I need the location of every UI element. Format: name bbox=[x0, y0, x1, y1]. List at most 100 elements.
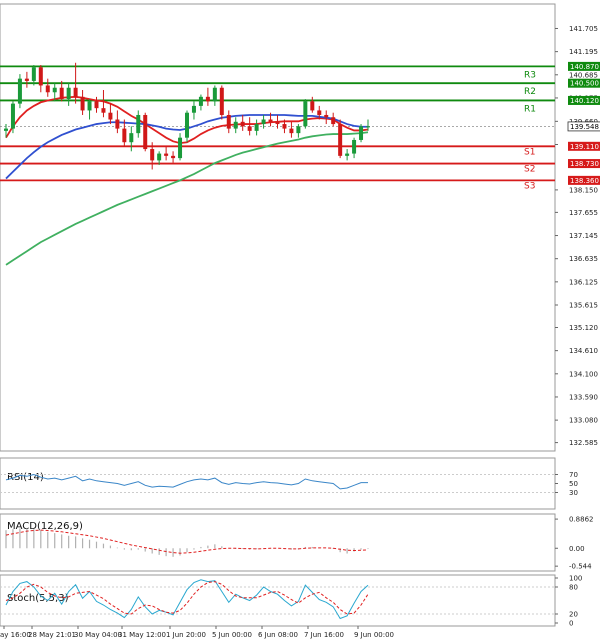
indicator-title-1: RSI(14) bbox=[7, 472, 44, 483]
level-name-r2: R2 bbox=[524, 87, 536, 97]
indicator-pane-frame-2 bbox=[0, 513, 556, 572]
candle-body bbox=[359, 126, 364, 140]
candle-body bbox=[338, 124, 343, 156]
time-tick-label: 5 Jun 00:00 bbox=[212, 631, 252, 639]
candle-body bbox=[4, 128, 8, 131]
indicator-tick-label: 0.8862 bbox=[569, 516, 594, 524]
price-tick-label: 132.585 bbox=[569, 439, 598, 447]
indicator-tick-label: 70 bbox=[569, 471, 578, 479]
indicator-tick-label: -0.544 bbox=[569, 563, 592, 571]
level-price-box-r2 bbox=[568, 78, 600, 88]
candle-body bbox=[212, 87, 217, 102]
candle-body bbox=[24, 78, 29, 81]
candle-body bbox=[129, 133, 134, 143]
indicator-tick-label: 30 bbox=[569, 489, 578, 497]
candle-body bbox=[233, 121, 238, 129]
price-tick-label: 135.120 bbox=[569, 324, 598, 332]
time-tick-label: 7 Jun 16:00 bbox=[304, 631, 344, 639]
moving-average-line-3 bbox=[5, 131, 369, 266]
candle-body bbox=[136, 114, 141, 134]
stoch-k-line bbox=[5, 579, 369, 620]
candle-body bbox=[45, 85, 50, 93]
price-tick-label: 138.150 bbox=[569, 186, 598, 194]
time-tick-label: 28 May 21:01 bbox=[28, 631, 76, 639]
level-name-r3: R3 bbox=[524, 70, 536, 80]
price-tick-label: 141.195 bbox=[569, 48, 598, 56]
candle-body bbox=[185, 112, 189, 138]
level-price-box-s2 bbox=[568, 159, 600, 169]
candle-body bbox=[289, 128, 294, 134]
indicator-tick-label: 20 bbox=[569, 611, 578, 619]
price-tick-label: 137.145 bbox=[569, 232, 598, 240]
level-price-box-s1 bbox=[568, 141, 600, 151]
candle-body bbox=[226, 114, 231, 129]
level-name-r1: R1 bbox=[524, 104, 536, 114]
level-name-s3: S3 bbox=[524, 181, 535, 191]
time-tick-label: 1 Jun 20:00 bbox=[166, 631, 206, 639]
candle-body bbox=[366, 126, 370, 128]
level-price-label-r3: 140.870 bbox=[570, 63, 599, 71]
level-price-label-r2: 140.500 bbox=[570, 80, 599, 88]
candle-body bbox=[296, 126, 301, 134]
candle-body bbox=[31, 67, 36, 81]
candle-body bbox=[73, 87, 78, 97]
time-tick-label: 6 Jun 08:00 bbox=[258, 631, 298, 639]
indicator-tick-label: 50 bbox=[569, 480, 578, 488]
candle-body bbox=[87, 101, 92, 111]
current-price-label: 139.548 bbox=[570, 123, 599, 131]
candle-body bbox=[17, 78, 22, 104]
candle-body bbox=[240, 121, 245, 127]
rsi-line bbox=[5, 473, 368, 490]
price-tick-label: 133.080 bbox=[569, 417, 598, 425]
level-price-label-s1: 139.110 bbox=[570, 143, 599, 151]
candle-body bbox=[66, 87, 71, 100]
indicator-tick-label: 100 bbox=[569, 575, 582, 583]
level-price-label-s3: 138.360 bbox=[570, 177, 599, 185]
indicator-tick-label: 0 bbox=[569, 620, 573, 628]
price-tick-label: 134.610 bbox=[569, 347, 598, 355]
candle-body bbox=[282, 124, 287, 129]
candle-body bbox=[59, 87, 64, 100]
candle-body bbox=[345, 153, 350, 156]
indicator-title-2: MACD(12,26,9) bbox=[7, 521, 83, 532]
price-tick-label: 133.590 bbox=[569, 393, 598, 401]
candle-body bbox=[94, 101, 99, 109]
price-tick-label: 134.100 bbox=[569, 370, 598, 378]
candle-body bbox=[303, 101, 308, 127]
price-tick-label: 136.125 bbox=[569, 278, 598, 286]
candle-body bbox=[108, 112, 113, 120]
price-tick-label: 140.685 bbox=[569, 71, 598, 79]
level-price-box-r3 bbox=[568, 61, 600, 71]
level-price-box-s3 bbox=[568, 175, 600, 185]
time-tick-label: ay 16:00 bbox=[0, 631, 31, 639]
candle-body bbox=[164, 153, 169, 156]
price-tick-label: 136.635 bbox=[569, 255, 598, 263]
candle-body bbox=[324, 114, 329, 118]
indicator-title-3: Stoch(5,5,3) bbox=[7, 593, 69, 604]
candle-body bbox=[80, 96, 85, 111]
current-price-box bbox=[567, 121, 600, 132]
candle-body bbox=[38, 67, 43, 86]
candle-body bbox=[310, 101, 315, 111]
candle-body bbox=[178, 137, 183, 159]
candle-body bbox=[143, 114, 148, 150]
candle-body bbox=[268, 119, 273, 122]
level-name-s2: S2 bbox=[524, 165, 535, 175]
candle-body bbox=[275, 121, 280, 125]
level-name-s1: S1 bbox=[524, 147, 535, 157]
candle-body bbox=[101, 108, 106, 113]
time-tick-label: 30 May 04:00 bbox=[74, 631, 122, 639]
candle-body bbox=[171, 155, 176, 159]
candle-body bbox=[205, 96, 210, 102]
indicator-pane-frame-3 bbox=[0, 574, 556, 627]
stoch-d-line bbox=[5, 581, 369, 615]
candle-body bbox=[52, 87, 57, 93]
candle-body bbox=[352, 139, 357, 154]
candle-body bbox=[254, 124, 259, 131]
indicator-tick-label: 80 bbox=[569, 584, 578, 592]
candle-body bbox=[247, 126, 252, 131]
time-tick-label: 9 Jun 00:00 bbox=[354, 631, 394, 639]
candle-body bbox=[157, 153, 162, 161]
level-price-label-s2: 138.730 bbox=[570, 160, 599, 168]
